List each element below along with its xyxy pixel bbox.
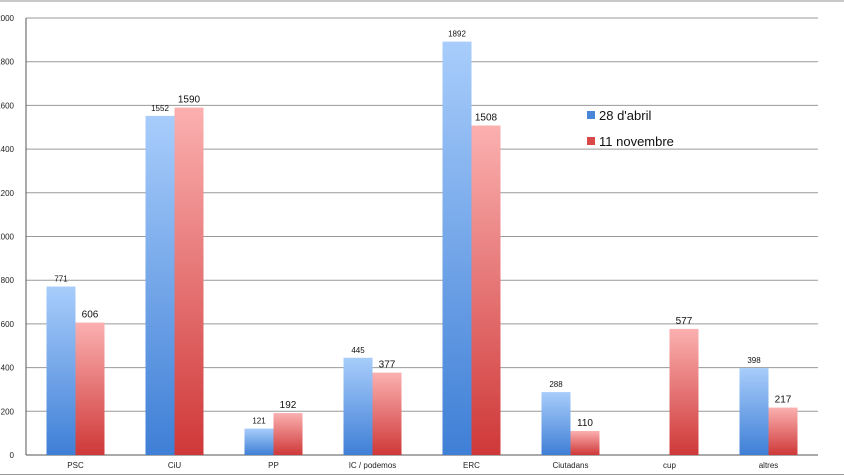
x-tick-label: ERC — [463, 461, 480, 470]
bar-b-5 — [570, 430, 600, 455]
y-tick-label: 1600 — [0, 101, 15, 110]
bar-a-2 — [244, 428, 274, 455]
x-tick-label: CiU — [168, 461, 182, 470]
y-tick-label: 2000 — [0, 14, 15, 23]
bar-a-1 — [145, 115, 175, 455]
bar-b-7 — [768, 407, 798, 455]
x-tick-label: IC / podemos — [349, 461, 397, 470]
y-tick-label: 1200 — [0, 189, 15, 198]
x-tick-label: cup — [663, 461, 676, 470]
data-label: 1590 — [178, 95, 201, 106]
bar-b-1 — [174, 107, 204, 456]
y-tick-label: 0 — [10, 451, 15, 460]
legend-swatch-1 — [587, 137, 595, 145]
gridlines — [25, 17, 818, 456]
y-tick-label: 1800 — [0, 58, 15, 67]
legend-label-0: 28 d'abril — [599, 108, 651, 123]
bar-b-3 — [372, 372, 402, 455]
data-label: 288 — [549, 380, 563, 389]
data-label: 192 — [280, 400, 297, 411]
y-tick-label: 1400 — [0, 145, 15, 154]
y-tick-label: 200 — [1, 407, 15, 416]
bar-b-6 — [669, 328, 699, 455]
data-label: 1892 — [448, 30, 466, 39]
x-tick-label: altres — [759, 461, 779, 470]
data-label: 217 — [775, 395, 792, 406]
data-label: 577 — [676, 316, 693, 327]
data-label: 606 — [82, 310, 99, 321]
data-label: 1508 — [475, 113, 498, 124]
bar-a-0 — [46, 286, 76, 455]
bars — [46, 41, 798, 456]
data-label: 1552 — [151, 104, 169, 113]
bar-a-7 — [739, 368, 769, 455]
x-tick-label: PP — [268, 461, 279, 470]
bar-a-3 — [343, 357, 373, 455]
x-tick-label: Ciutadans — [552, 461, 588, 470]
legend-label-1: 11 novembre — [599, 134, 674, 149]
x-axis-labels: PSC CiU PP IC / podemos ERC Ciutadans cup altre… — [67, 461, 778, 470]
y-tick-label: 800 — [1, 276, 15, 285]
bar-b-4 — [471, 125, 501, 455]
bar-a-5 — [541, 392, 571, 455]
x-tick-label: PSC — [67, 461, 84, 470]
data-label: 445 — [351, 346, 365, 355]
y-tick-label: 600 — [1, 320, 15, 329]
data-label: 121 — [252, 417, 266, 426]
bar-b-2 — [273, 413, 303, 455]
data-label: 398 — [747, 356, 761, 365]
data-label: 110 — [577, 418, 593, 429]
bar-b-0 — [75, 322, 105, 455]
y-axis-ticks: 0 200 400 600 800 1000 1200 1400 1600 1800 2000 — [0, 14, 15, 460]
bar-a-4 — [442, 41, 472, 456]
y-tick-label: 400 — [1, 364, 15, 373]
data-labels: 771 606 1552 1590 121 192 445 377 1892 1508 288 110… — [54, 30, 791, 429]
data-label: 771 — [54, 275, 68, 284]
legend-swatch-0 — [587, 111, 595, 119]
y-tick-label: 1000 — [0, 233, 15, 242]
legend: 28 d'abril 11 novembre — [587, 108, 674, 149]
data-label: 377 — [379, 360, 396, 371]
